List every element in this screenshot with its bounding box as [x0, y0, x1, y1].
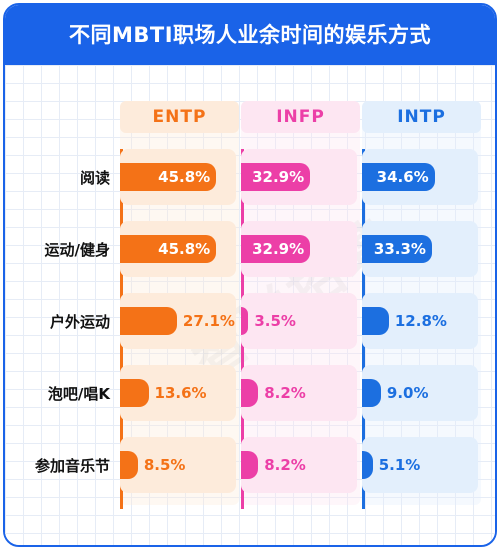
data-label: 33.3% [373, 240, 426, 258]
data-label: 8.5% [143, 456, 186, 474]
row-card [362, 437, 478, 493]
row-card [241, 365, 357, 421]
legend-intp: INTP [362, 101, 481, 133]
data-label: 8.2% [264, 384, 306, 402]
data-label: 9.0% [386, 384, 429, 402]
bar-intp [362, 307, 389, 335]
row-card [362, 365, 478, 421]
data-label: 13.6% [154, 384, 207, 402]
row-card [120, 437, 236, 493]
data-label: 8.2% [264, 456, 306, 474]
bar-intp [362, 163, 435, 191]
bar-entp [120, 379, 149, 407]
data-label: 3.5% [254, 312, 296, 330]
bar-entp [120, 307, 177, 335]
bar-entp [120, 451, 138, 479]
legend-infp: INFP [241, 101, 360, 133]
data-label: 45.8% [158, 240, 211, 258]
data-label: 12.8% [394, 312, 447, 330]
bar-intp [362, 451, 373, 479]
bar-infp [241, 163, 311, 191]
bar-intp [362, 379, 381, 407]
data-label: 34.6% [376, 168, 429, 186]
bar-intp [362, 235, 432, 263]
data-label: 5.1% [378, 456, 421, 474]
bar-entp [120, 235, 217, 263]
data-label: 32.9% [252, 168, 305, 186]
chart-title: 不同MBTI职场人业余时间的娱乐方式 [68, 23, 432, 47]
category-label: 参加音乐节 [34, 457, 110, 475]
data-label: 27.1% [182, 312, 235, 330]
legend-entp: ENTP [120, 101, 239, 133]
bar-infp [241, 235, 311, 263]
bar-infp [241, 451, 259, 479]
title-bar [5, 5, 495, 65]
bar-infp [241, 379, 259, 407]
category-label: 泡吧/唱K [47, 385, 110, 403]
chart-frame: 不同MBTI职场人业余时间的娱乐方式 智联招聘 ENTPINFPINTP阅读45… [3, 3, 497, 547]
row-card [241, 293, 357, 349]
bar-entp [120, 163, 217, 191]
category-label: 户外运动 [49, 313, 110, 331]
category-label: 阅读 [79, 169, 110, 187]
data-label: 45.8% [158, 168, 211, 186]
category-label: 运动/健身 [44, 241, 110, 259]
bar-infp [241, 307, 249, 335]
data-label: 32.9% [252, 240, 305, 258]
row-card [241, 437, 357, 493]
